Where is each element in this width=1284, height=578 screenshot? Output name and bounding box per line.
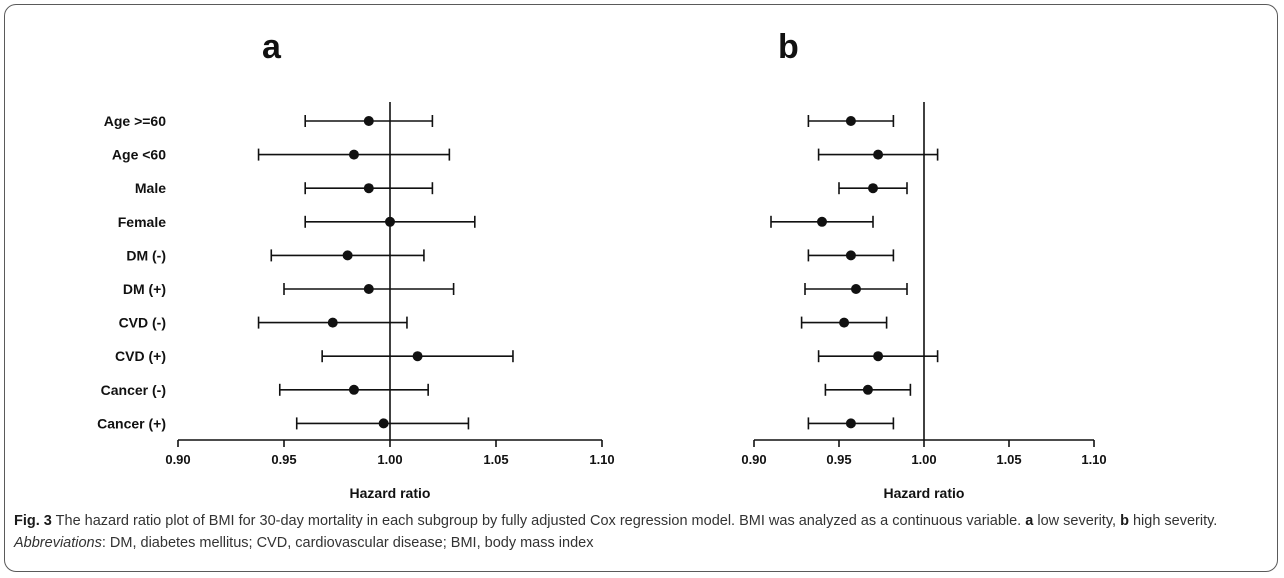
panel-b: b 0.90 0.95 1.00 1.05 1.10 Hazard ratio bbox=[741, 28, 1106, 500]
category-label: Male bbox=[135, 180, 166, 196]
figure-frame bbox=[4, 4, 1278, 572]
estimate-point bbox=[868, 183, 878, 194]
category-label: CVD (-) bbox=[119, 315, 166, 331]
estimate-point bbox=[348, 149, 359, 160]
x-tick-label: 0.90 bbox=[741, 452, 766, 467]
caption-abbr-label: Abbreviations bbox=[14, 535, 102, 551]
x-axis-label: Hazard ratio bbox=[350, 485, 431, 500]
x-tick-label: 1.00 bbox=[377, 452, 402, 467]
caption-b-text: high severity. bbox=[1128, 513, 1218, 529]
estimate-point bbox=[363, 183, 374, 194]
category-label: Cancer (-) bbox=[101, 382, 166, 398]
category-label: Age <60 bbox=[112, 147, 166, 163]
panel-a: a 0.90 0.95 1.00 1.05 1.10 Hazard ratio Age >=6… bbox=[97, 28, 615, 500]
x-tick-label: 0.90 bbox=[165, 452, 190, 467]
estimate-point bbox=[873, 351, 884, 362]
estimate-point bbox=[873, 149, 884, 160]
x-tick-label: 1.05 bbox=[996, 452, 1021, 467]
estimate-point bbox=[342, 250, 353, 261]
category-label: CVD (+) bbox=[115, 348, 166, 364]
x-tick-label: 0.95 bbox=[271, 452, 296, 467]
caption-b-label: b bbox=[1120, 513, 1129, 529]
caption-abbr-text: : DM, diabetes mellitus; CVD, cardiovasc… bbox=[101, 535, 594, 551]
estimate-point bbox=[327, 317, 338, 328]
panel-letter: a bbox=[262, 28, 282, 66]
x-tick-label: 1.00 bbox=[911, 452, 936, 467]
estimate-point bbox=[363, 116, 374, 126]
estimate-point bbox=[363, 284, 374, 294]
x-tick-label: 1.10 bbox=[1081, 452, 1106, 467]
x-tick-label: 1.10 bbox=[589, 452, 614, 467]
caption-text: The hazard ratio plot of BMI for 30-day … bbox=[51, 513, 1026, 529]
x-tick-label: 1.05 bbox=[483, 452, 508, 467]
forest-plot-figure: a 0.90 0.95 1.00 1.05 1.10 Hazard ratio Age >=6… bbox=[97, 28, 1107, 500]
category-label: Age >=60 bbox=[104, 113, 166, 129]
estimate-point bbox=[378, 418, 389, 429]
caption-a-text: low severity, bbox=[1033, 513, 1121, 529]
x-axis-label: Hazard ratio bbox=[884, 485, 965, 500]
category-label: Cancer (+) bbox=[97, 415, 166, 431]
estimate-point bbox=[845, 418, 856, 429]
panel-letter: b bbox=[778, 28, 799, 66]
estimate-point bbox=[348, 384, 359, 395]
estimate-point bbox=[385, 216, 395, 227]
category-label: DM (+) bbox=[123, 281, 166, 297]
caption-fig-label: Fig. 3 bbox=[14, 513, 52, 529]
estimate-point bbox=[839, 317, 850, 328]
estimate-point bbox=[817, 216, 827, 227]
estimate-point bbox=[845, 116, 856, 126]
figure-caption: Fig. 3 The hazard ratio plot of BMI for … bbox=[14, 510, 1264, 554]
x-tick-label: 0.95 bbox=[826, 452, 851, 467]
category-label: Female bbox=[118, 214, 166, 230]
estimate-point bbox=[851, 284, 861, 294]
estimate-point bbox=[845, 250, 856, 261]
caption-a-label: a bbox=[1025, 513, 1034, 529]
category-label: DM (-) bbox=[126, 247, 166, 263]
estimate-point bbox=[862, 384, 873, 395]
estimate-point bbox=[412, 351, 423, 362]
